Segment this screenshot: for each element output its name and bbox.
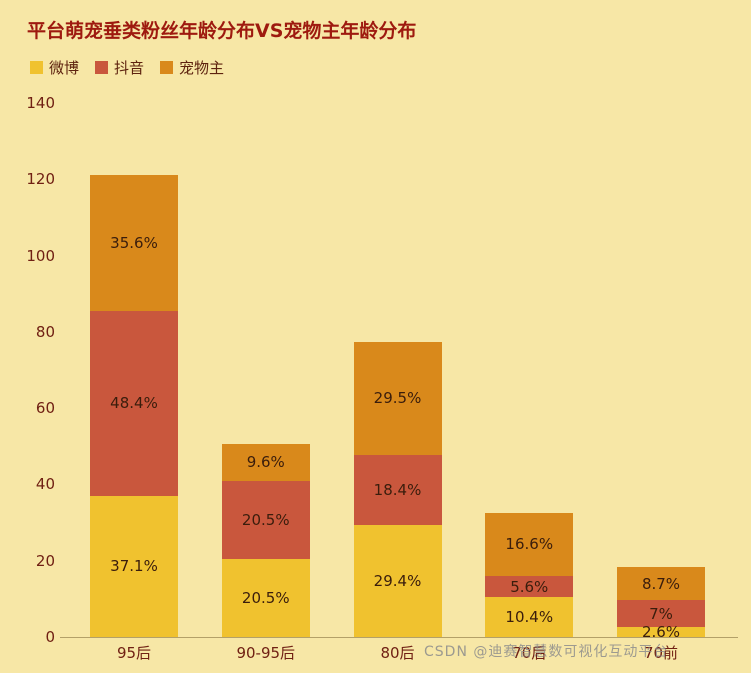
bar-segment-微博[interactable]: 2.6% — [617, 623, 705, 642]
segment-value-label: 20.5% — [241, 510, 290, 529]
legend-swatch — [30, 61, 43, 74]
y-tick-label: 80 — [35, 322, 55, 341]
bar-segment-微博[interactable]: 37.1% — [90, 495, 178, 637]
legend-item-抖音[interactable]: 抖音 — [95, 57, 144, 78]
x-tick-label: 80后 — [380, 644, 415, 662]
watermark: CSDN @迪赛智慧数可视化互动平台 — [424, 644, 669, 660]
bar-segment-宠物主[interactable]: 16.6% — [485, 512, 574, 576]
chart-title: 平台萌宠垂类粉丝年龄分布VS宠物主年龄分布 — [27, 20, 417, 42]
segment-value-label: 16.6% — [505, 535, 554, 554]
segment-value-label: 18.4% — [373, 480, 422, 499]
bar-80后: 29.4% 18.4% 29.5% — [353, 342, 442, 637]
segment-value-label: 10.4% — [505, 608, 554, 627]
bar-70后: 10.4% 5.6% 16.6% — [485, 512, 574, 637]
legend-label: 抖音 — [114, 59, 145, 77]
bar-segment-微博[interactable]: 10.4% — [485, 597, 574, 637]
y-tick-label: 40 — [35, 475, 55, 494]
bar-segment-微博[interactable]: 20.5% — [221, 558, 310, 637]
segment-value-label: 9.6% — [246, 453, 285, 472]
x-tick-label: 95后 — [116, 644, 152, 662]
bar-segment-宠物主[interactable]: 9.6% — [221, 444, 310, 481]
segment-value-label: 35.6% — [110, 234, 158, 252]
bar-segment-抖音[interactable]: 18.4% — [353, 454, 442, 525]
bar-segment-抖音[interactable]: 5.6% — [485, 575, 574, 598]
bar-segment-宠物主[interactable]: 29.5% — [353, 342, 442, 455]
x-tick-label: 70前 — [643, 644, 679, 662]
legend: 微博 抖音 宠物主 — [30, 57, 224, 78]
y-tick-label: 60 — [35, 399, 55, 418]
legend-item-微博[interactable]: 微博 — [30, 57, 79, 78]
legend-item-宠物主[interactable]: 宠物主 — [160, 57, 224, 78]
bar-segment-宠物主[interactable]: 35.6% — [90, 175, 178, 311]
segment-value-label: 48.4% — [110, 394, 158, 413]
bar-70前: 2.6% 7% 8.7% — [617, 567, 705, 642]
y-tick-label: 100 — [26, 246, 55, 265]
segment-value-label: 7% — [649, 604, 673, 623]
segment-value-label: 5.6% — [510, 577, 549, 596]
legend-swatch — [95, 61, 109, 74]
legend-label: 微博 — [49, 59, 80, 77]
y-tick-label: 120 — [26, 170, 55, 189]
segment-value-label: 8.7% — [641, 574, 681, 593]
x-axis-line — [60, 637, 738, 638]
bar-segment-抖音[interactable]: 48.4% — [90, 310, 178, 496]
y-tick-label: 0 — [45, 628, 55, 646]
bar-segment-微博[interactable]: 29.4% — [353, 524, 442, 637]
bar-segment-抖音[interactable]: 20.5% — [221, 480, 310, 559]
segment-value-label: 37.1% — [110, 557, 158, 576]
segment-value-label: 29.4% — [373, 571, 422, 590]
legend-swatch — [160, 61, 174, 74]
bar-95后: 37.1% 48.4% 35.6% — [90, 175, 178, 637]
segment-value-label: 20.5% — [241, 588, 290, 607]
y-tick-label: 20 — [35, 551, 55, 570]
bar-segment-抖音[interactable]: 7% — [617, 600, 705, 628]
bar-90-95后: 20.5% 20.5% 9.6% — [221, 444, 310, 637]
x-tick-label: 90-95后 — [236, 644, 296, 662]
segment-value-label: 2.6% — [641, 623, 681, 642]
segment-value-label: 29.5% — [373, 389, 422, 408]
y-tick-label: 140 — [26, 94, 55, 112]
legend-label: 宠物主 — [179, 59, 225, 77]
bar-segment-宠物主[interactable]: 8.7% — [617, 567, 705, 601]
x-tick-label: 70后 — [512, 644, 547, 662]
